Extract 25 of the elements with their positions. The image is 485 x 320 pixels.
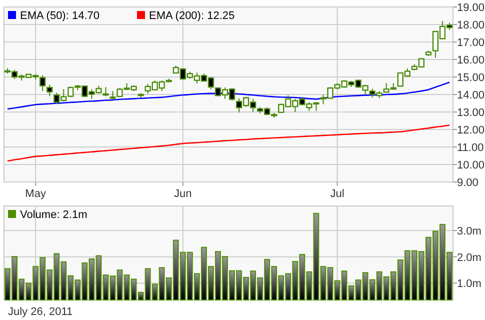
candlestick: [102, 86, 109, 97]
x-tick-label: May: [25, 188, 46, 200]
y-tick-label: 2.0m: [457, 252, 482, 264]
text: July 26, 2011: [8, 306, 73, 318]
candlestick: [46, 84, 53, 97]
legend-label: EMA (50): 14.70: [20, 10, 100, 22]
x-tick-label: Jul: [330, 188, 344, 200]
line-series: [6, 82, 450, 110]
y-tick-label: 3.0m: [457, 225, 482, 238]
y-tick-label: 11.00: [457, 142, 484, 154]
y-tick-label: 17.00: [457, 37, 485, 49]
y-tick-label: 15.00: [457, 72, 485, 84]
x-tick-label: Jun: [174, 188, 192, 200]
y-tick-label: 19.00: [457, 2, 485, 14]
y-tick-label: 14.00: [457, 90, 485, 102]
y-tick-label: 10.00: [457, 160, 485, 172]
y-tick-label: 16.00: [457, 54, 485, 66]
y-tick-label: 9.00: [457, 177, 478, 189]
y-tick-label: 13.00: [457, 107, 485, 119]
y-tick-label: 18.00: [457, 20, 485, 32]
line-series: [6, 124, 450, 162]
legend-label: EMA (200): 12.25: [149, 10, 235, 22]
legend-label: Volume: 2.1m: [20, 209, 88, 221]
y-tick-label: 1.0m: [457, 278, 482, 290]
y-tick-label: 12.00: [457, 124, 485, 136]
